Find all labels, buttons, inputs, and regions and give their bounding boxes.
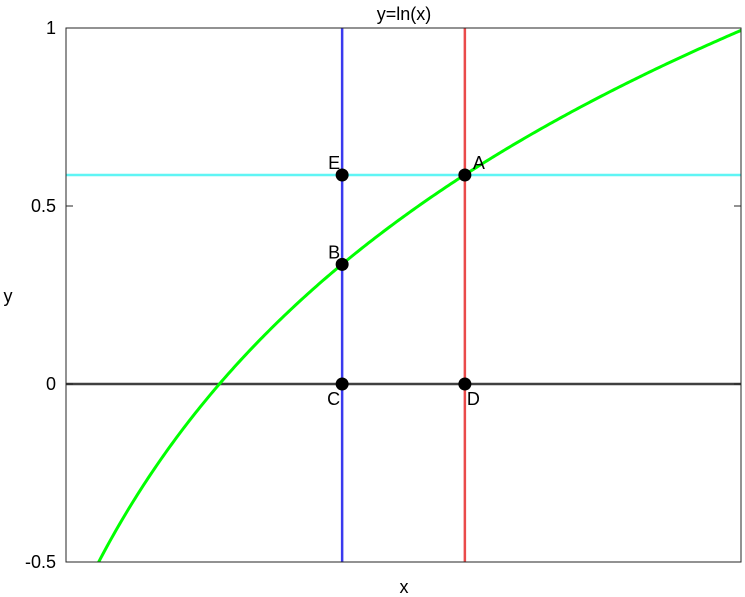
y-tick-label-2: 0.5 — [31, 196, 56, 216]
point-A — [458, 168, 472, 182]
chart-title: y=ln(x) — [377, 4, 432, 24]
series-line-0 — [97, 28, 741, 562]
y-axis-label: y — [4, 286, 13, 306]
point-C — [335, 377, 349, 391]
data-points: A B C D E — [327, 153, 485, 409]
point-D — [458, 377, 472, 391]
y-tick-label-0: -0.5 — [25, 552, 56, 572]
y-tick-label-3: 1 — [46, 18, 56, 38]
plot-box — [65, 27, 742, 563]
point-label-A: A — [473, 153, 485, 173]
y-tick-label-1: 0 — [46, 374, 56, 394]
x-axis-label: x — [400, 577, 409, 597]
axes: -0.5 0 0.5 1 — [25, 18, 742, 572]
point-label-C: C — [327, 389, 340, 409]
point-B — [335, 257, 349, 271]
point-label-B: B — [328, 242, 340, 262]
point-label-D: D — [467, 389, 480, 409]
plot-area — [66, 28, 741, 562]
point-label-E: E — [328, 153, 340, 173]
point-E — [335, 168, 349, 182]
